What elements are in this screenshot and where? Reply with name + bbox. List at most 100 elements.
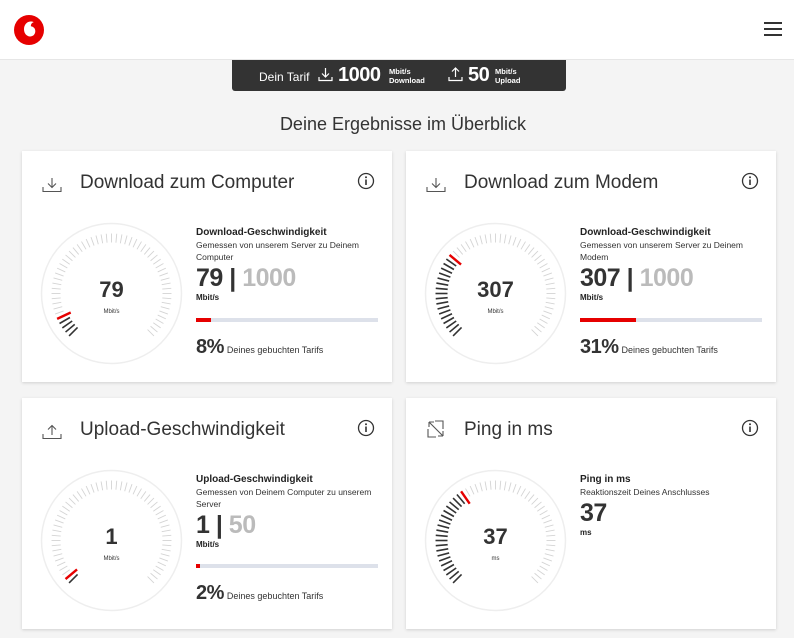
gauge-tick (155, 510, 164, 516)
gauge-tick (59, 316, 71, 325)
gauge-tick (499, 480, 502, 490)
gauge-tick (128, 483, 133, 493)
tarif-banner: Dein Tarif 1000 Mbit/s Download 50 Mbit/… (232, 60, 566, 91)
gauge-tick (150, 254, 158, 262)
gauge-tick (537, 258, 545, 265)
gauge-tick (136, 241, 142, 250)
gauge-tick (62, 569, 70, 576)
gauge-tick (438, 272, 451, 278)
top-bar (0, 0, 794, 60)
gauge-unit: Mbit/s (103, 556, 120, 562)
info-icon[interactable] (741, 419, 759, 437)
gauge-tick (160, 524, 170, 528)
gauge-tick (53, 306, 63, 310)
result-unit: Mbit/s (196, 293, 220, 302)
gauge-tick (161, 282, 171, 286)
gauge-tick (162, 297, 172, 300)
gauge-tick (537, 505, 545, 512)
gauge-tick (541, 267, 551, 273)
gauge-tick (489, 233, 492, 243)
progress-bar-fill (196, 564, 200, 568)
gauge-tick (445, 320, 457, 329)
result-value: 307 (580, 264, 621, 292)
info-icon[interactable] (357, 172, 375, 190)
gauge-tick (140, 244, 147, 252)
result-title: Upload-Geschwindigkeit (196, 474, 313, 485)
gauge-tick (469, 238, 475, 248)
gauge-tick (445, 258, 457, 267)
gauge-tick (147, 576, 155, 584)
gauge-tick (53, 277, 63, 281)
info-icon[interactable] (741, 172, 759, 190)
gauge-tick (474, 236, 479, 246)
gauge-tick (115, 233, 118, 243)
result-title: Download-Geschwindigkeit (196, 227, 327, 238)
vodafone-logo-icon[interactable] (14, 15, 44, 45)
gauge-tick (51, 287, 61, 290)
gauge-tick (157, 514, 167, 520)
gauge-tick (159, 310, 169, 315)
gauge-tick (72, 494, 80, 502)
gauge-tick (524, 491, 531, 499)
gauge-tick (437, 305, 450, 310)
gauge-tick (90, 236, 95, 246)
gauge-tick (143, 247, 151, 255)
upload-icon (42, 424, 62, 440)
gauge-tick (544, 277, 554, 281)
gauge-tick (155, 565, 164, 571)
gauge-tick (524, 244, 531, 252)
info-icon[interactable] (357, 419, 375, 437)
gauge-tick (460, 244, 467, 252)
gauge-tick (59, 263, 68, 269)
gauge-tick (545, 282, 555, 286)
gauge-tick (54, 519, 64, 524)
result-unit: Mbit/s (580, 293, 604, 302)
gauge-tick (90, 483, 95, 493)
gauge-tick (435, 287, 448, 291)
gauge-tick (162, 544, 172, 547)
gauge-tick (449, 323, 460, 333)
hamburger-menu-icon[interactable] (764, 22, 782, 36)
gauge-tick (119, 481, 123, 491)
gauge-tick (546, 297, 556, 300)
gauge-tick (520, 488, 526, 497)
gauge-tick (155, 263, 164, 269)
gauge-tick (479, 482, 483, 492)
progress-bar (580, 318, 762, 322)
gauge-tick (157, 267, 167, 273)
result-description: Gemessen von Deinem Computer zu unserem … (196, 487, 372, 509)
gauge-tick (150, 572, 158, 580)
result-title: Download-Geschwindigkeit (580, 227, 711, 238)
gauge-tick (503, 234, 507, 244)
gauge-tick (153, 322, 161, 329)
gauge-marker (448, 254, 462, 266)
gauge-tick (51, 544, 61, 547)
gauge-tick (440, 267, 453, 274)
card-title: Download zum Modem (464, 172, 659, 193)
gauge-unit: ms (491, 556, 500, 562)
percent-value: 31% (580, 336, 619, 358)
tarif-download-value: 1000 (338, 64, 381, 86)
gauge-tick (59, 565, 68, 571)
gauge-tick (543, 272, 553, 277)
tarif-label: Dein Tarif (259, 70, 310, 84)
gauge-tick (153, 258, 161, 265)
gauge-tick (159, 557, 169, 562)
gauge-tick (54, 557, 64, 562)
gauge-tick (143, 494, 151, 502)
gauge-tick (545, 548, 555, 552)
gauge-tick (52, 282, 62, 286)
gauge-tick (443, 316, 455, 325)
gauge-tick (452, 573, 463, 584)
gauge-tick (520, 241, 526, 250)
gauge-tick (484, 234, 488, 244)
gauge-tick (469, 485, 475, 495)
ping-arrows-icon (427, 420, 444, 438)
gauge-tick (162, 287, 172, 290)
card-upload: Upload-Geschwindigkeit 1 Mbit/s Upload-G… (22, 398, 392, 629)
result-value: 1 (196, 511, 210, 539)
gauge-tick (484, 481, 488, 491)
gauge-tick (437, 552, 450, 557)
percent-text: Deines gebuchten Tarifs (621, 345, 718, 355)
gauge-tick (85, 485, 91, 495)
